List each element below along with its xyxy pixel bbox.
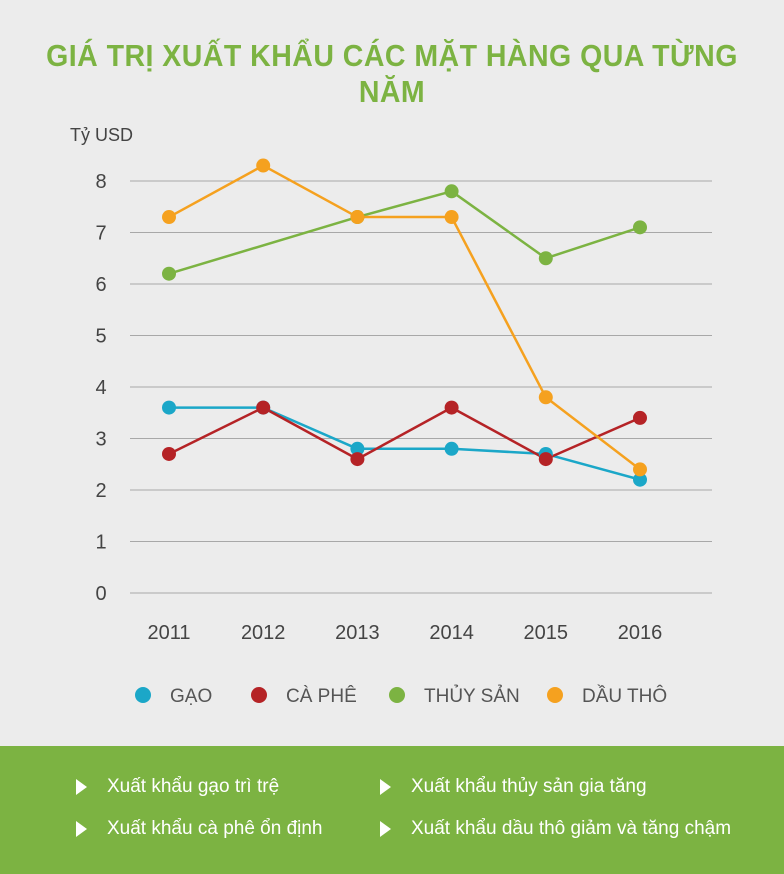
data-point [633,462,647,477]
y-tick-label: 4 [95,377,106,399]
line-chart: Tỷ USD 0 1 2 3 4 5 6 7 8 2011 2012 2013 2014 2015 2016 G… [70,125,712,707]
play-triangle-icon [76,779,87,795]
play-triangle-icon [380,821,391,837]
series-line [168,164,641,471]
data-point [162,446,176,461]
series-line [168,406,641,461]
data-point [444,441,459,456]
footer-item: Xuất khẩu dầu thô giảm và tăng chậm [380,818,731,840]
footer-item: Xuất khẩu cà phê ổn định [76,818,323,840]
data-point [444,400,459,415]
footer-item-label: Xuất khẩu thủy sản gia tăng [411,776,647,797]
legend-label: DẦU THÔ [582,685,667,707]
data-point [162,210,176,225]
data-point [444,184,459,199]
play-triangle-icon [380,779,391,795]
data-point [162,266,176,281]
data-point [444,210,459,225]
series-line [169,406,641,481]
page-title: GIÁ TRỊ XUẤT KHẨU CÁC MẶT HÀNG QUA TỪNG … [46,38,738,109]
data-point [633,472,647,487]
footer-item: Xuất khẩu gạo trì trệ [76,776,279,798]
summary-footer: Xuất khẩu gạo trì trệ Xuất khẩu thủy sản… [0,746,784,874]
data-point [162,400,176,415]
x-tick-label: 2011 [147,622,190,644]
y-tick-label: 0 [95,583,106,605]
x-tick-label: 2012 [241,622,286,644]
x-tick-label: 2014 [429,622,474,644]
y-tick-label: 3 [95,429,106,451]
footer-item-label: Xuất khẩu dầu thô giảm và tăng chậm [411,818,732,839]
legend-label: GẠO [170,686,212,707]
legend-marker [389,687,405,703]
y-tick-label: 2 [95,480,106,502]
footer-item: Xuất khẩu thủy sản gia tăng [380,776,647,798]
y-axis-label: Tỷ USD [70,125,133,145]
data-point [538,452,553,467]
data-point [256,400,271,415]
y-tick-label: 8 [95,171,106,193]
y-tick-label: 6 [95,274,106,296]
data-point [350,210,365,225]
legend-label: CÀ PHÊ [286,685,357,707]
data-point [256,158,271,173]
y-tick-label: 1 [95,532,106,554]
legend-marker [547,687,563,703]
data-point [350,452,365,467]
data-point [350,441,365,456]
x-tick-label: 2013 [335,622,380,644]
legend-label: THỦY SẢN [424,685,520,707]
footer-item-label: Xuất khẩu gạo trì trệ [107,776,280,797]
x-tick-label: 2015 [524,622,569,644]
footer-item-label: Xuất khẩu cà phê ổn định [107,818,323,839]
data-point [633,410,647,425]
legend-marker [135,687,151,703]
data-point [538,251,553,266]
data-point [538,390,553,405]
play-triangle-icon [76,821,87,837]
x-tick-label: 2016 [618,622,663,644]
y-tick-label: 5 [95,326,106,348]
data-point [633,220,647,235]
legend-marker [251,687,267,703]
y-tick-label: 7 [95,223,106,245]
